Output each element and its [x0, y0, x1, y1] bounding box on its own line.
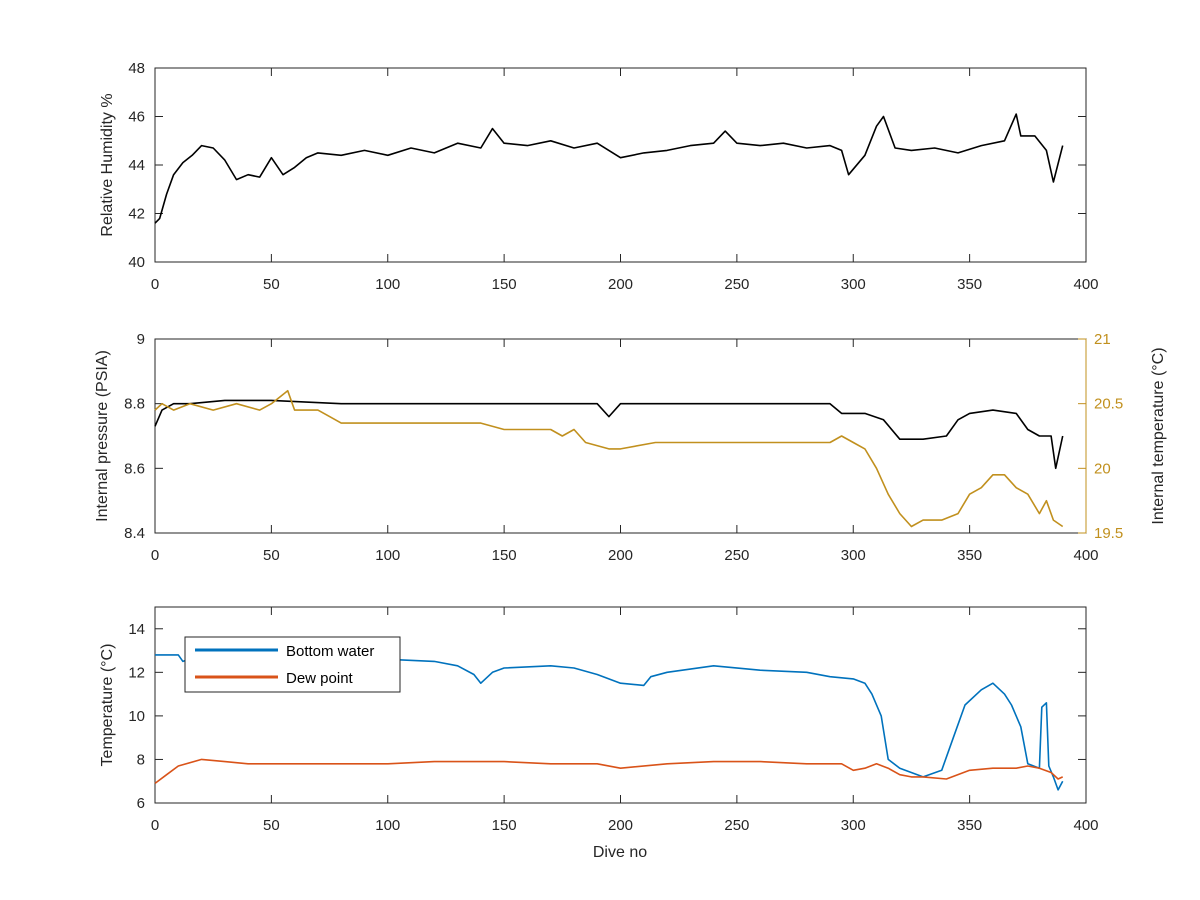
humidity-x-tick-label: 200 [608, 276, 633, 293]
pressure-x-tick-label: 200 [608, 547, 633, 564]
pressure-x-tick-label: 300 [841, 547, 866, 564]
humidity-x-tick-label: 0 [151, 276, 159, 293]
pressure-x-tick-label: 150 [492, 547, 517, 564]
pressure-x-tick-label: 250 [724, 547, 749, 564]
humidity-series [154, 113, 1064, 224]
pressure-x-tick-label: 50 [263, 547, 280, 564]
humidity-y-ticks: 40 42 44 46 48 [128, 60, 1086, 271]
legend-label-dew-point: Dew point [286, 670, 354, 687]
pressure-x-ticks: 0 50 100 150 200 250 300 350 400 [151, 339, 1099, 564]
legend: Bottom water Dew point [184, 636, 401, 693]
x-axis-label: Dive no [593, 844, 647, 861]
temperature-x-tick-label: 350 [957, 817, 982, 834]
humidity-y-tick-label: 42 [128, 206, 145, 223]
pressure-x-tick-label: 0 [151, 547, 159, 564]
pressure-x-tick-label: 400 [1073, 547, 1098, 564]
temperature-x-tick-label: 300 [841, 817, 866, 834]
temperature-y-tick-label: 10 [128, 708, 145, 725]
humidity-x-tick-label: 300 [841, 276, 866, 293]
pressure-y-tick-label: 8.8 [124, 396, 145, 413]
pressure-panel: 0 50 100 150 200 250 300 350 400 8.4 8.6 8.8 9 19.5… [94, 331, 1167, 564]
humidity-y-tick-label: 46 [128, 109, 145, 126]
pressure-y-tick-label: 8.4 [124, 525, 145, 542]
humidity-x-tick-label: 400 [1073, 276, 1098, 293]
pressure-x-tick-label: 100 [375, 547, 400, 564]
pressure-x-tick-label: 350 [957, 547, 982, 564]
humidity-x-tick-label: 100 [375, 276, 400, 293]
pressure-y-tick-label: 9 [137, 331, 145, 348]
humidity-series-line-0 [154, 113, 1064, 224]
temperature-y-axis-label: Temperature (°C) [99, 644, 116, 767]
temperature-right-y-ticks: 19.5 20 20.5 21 [1078, 331, 1123, 542]
temperature-x-tick-label: 50 [263, 817, 280, 834]
temperature-y-tick-label: 14 [128, 621, 145, 638]
temperature-x-ticks: 0 50 100 150 200 250 300 350 400 [151, 607, 1099, 834]
pressure-series [154, 389, 1064, 528]
pressure-y-ticks: 8.4 8.6 8.8 9 [124, 331, 163, 542]
temperature-x-tick-label: 200 [608, 817, 633, 834]
pressure-series-line-1 [154, 389, 1064, 528]
right-y-tick-label: 20.5 [1094, 396, 1123, 413]
temperature-y-tick-label: 8 [137, 751, 145, 768]
temperature-x-tick-label: 0 [151, 817, 159, 834]
legend-box [184, 636, 401, 693]
temperature-x-tick-label: 150 [492, 817, 517, 834]
humidity-y-tick-label: 48 [128, 60, 145, 77]
humidity-x-tick-label: 150 [492, 276, 517, 293]
humidity-x-tick-label: 350 [957, 276, 982, 293]
temperature-x-tick-label: 400 [1073, 817, 1098, 834]
humidity-y-tick-label: 40 [128, 254, 145, 271]
humidity-y-axis-label: Relative Humidity % [99, 93, 116, 236]
internal-temperature-y-axis-label: Internal temperature (°C) [1150, 347, 1167, 524]
legend-label-bottom-water: Bottom water [286, 643, 374, 660]
humidity-x-tick-label: 250 [724, 276, 749, 293]
temperature-series-line-1 [154, 758, 1064, 785]
right-y-tick-label: 20 [1094, 460, 1111, 477]
pressure-series-line-0 [154, 399, 1064, 470]
humidity-x-ticks: 0 50 100 150 200 250 300 350 400 [151, 68, 1099, 293]
right-y-tick-label: 19.5 [1094, 525, 1123, 542]
temperature-x-tick-label: 100 [375, 817, 400, 834]
right-y-tick-label: 21 [1094, 331, 1111, 348]
pressure-y-axis-label: Internal pressure (PSIA) [94, 350, 111, 522]
temperature-y-ticks: 6 8 10 12 14 [128, 621, 1086, 812]
humidity-x-tick-label: 50 [263, 276, 280, 293]
temperature-y-tick-label: 6 [137, 795, 145, 812]
humidity-y-tick-label: 44 [128, 157, 145, 174]
temperature-panel: 0 50 100 150 200 250 300 350 400 6 8 10 12 14 Temper… [99, 606, 1099, 861]
temperature-y-tick-label: 12 [128, 664, 145, 681]
pressure-y-tick-label: 8.6 [124, 460, 145, 477]
temperature-x-tick-label: 250 [724, 817, 749, 834]
humidity-panel: 0 50 100 150 200 250 300 350 400 40 42 44 46 48 Rela… [99, 60, 1099, 293]
